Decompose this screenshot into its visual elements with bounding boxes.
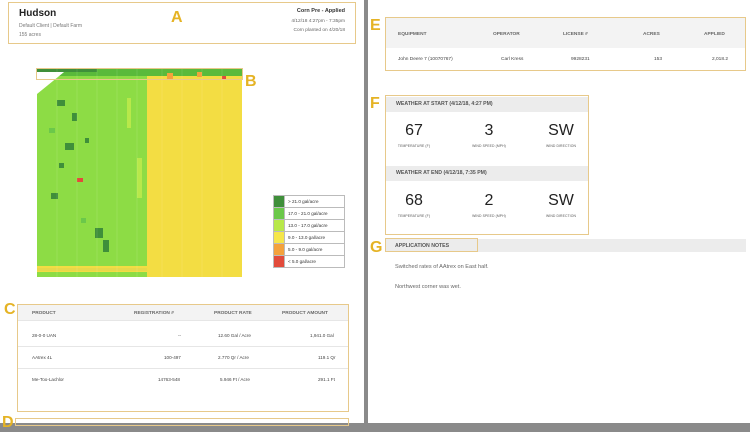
start-wind-direction: SW	[548, 122, 574, 139]
equipment-table: EQUIPMENT OPERATOR LICENSE # ACRES APPLI…	[385, 17, 746, 71]
weather-panel: WEATHER AT START (4/12/18, 4:27 PM) 67 3…	[385, 95, 589, 235]
farm-name: Hudson	[19, 8, 57, 19]
temperature-label: TEMPERATURE (F)	[397, 214, 431, 218]
legend-label: 5.0 - 9.0 gal/acre	[288, 247, 323, 252]
wind-speed-label: WIND SPEED (MPH)	[472, 144, 506, 148]
acres-value: 153	[654, 57, 663, 62]
legend-swatch	[274, 220, 285, 231]
wind-direction-label: WIND DIRECTION	[545, 214, 577, 218]
col-applied: APPLIED	[704, 32, 725, 37]
map-patches	[37, 72, 242, 272]
col-license: LICENSE #	[563, 32, 588, 37]
legend-swatch	[274, 208, 285, 219]
table-row: Me-Too-Lachlor 14763-548 5.946 Ft / Acre…	[18, 369, 348, 391]
product-name: AAtrex 4L	[32, 355, 53, 360]
callout-e: E	[370, 17, 381, 34]
note-line: Switched rates of AAtrex on East half.	[395, 264, 489, 270]
legend-swatch	[274, 256, 285, 267]
rate-legend: > 21.0 gal/acre 17.0 - 21.0 gal/acre 13.…	[273, 195, 345, 268]
operation-datetime: 4/12/18 4:27pm - 7:35pm	[291, 19, 345, 24]
weather-start-title: WEATHER AT START (4/12/18, 4:27 PM)	[386, 97, 588, 112]
product-name: Me-Too-Lachlor	[32, 377, 64, 382]
table-row: AAtrex 4L 100-497 2.770 Qr / Acre 119.1 …	[18, 347, 348, 369]
table-row: 28-0-0 UAN -- 12.60 Gal / Acre 1,941.0 G…	[18, 325, 348, 347]
notes-title-box	[385, 238, 478, 252]
legend-label: > 21.0 gal/acre	[288, 199, 319, 204]
applied-value: 2,018.2	[712, 57, 729, 62]
product-table: PRODUCT REGISTRATION # PRODUCT RATE PROD…	[17, 304, 349, 412]
col-product: PRODUCT	[32, 311, 56, 316]
header-box: Hudson Default Client | Default Farm 155…	[8, 2, 356, 44]
product-rate: 5.946 Ft / Acre	[220, 377, 250, 382]
callout-g: G	[370, 239, 383, 256]
legend-label: 13.0 - 17.0 gal/acre	[288, 223, 328, 228]
start-temperature: 67	[405, 122, 423, 139]
note-line: Northwest corner was wet.	[395, 284, 461, 290]
product-amount: 119.1 Qr	[318, 355, 336, 360]
operation-type: Corn Pre - Applied	[296, 8, 345, 14]
col-acres: ACRES	[643, 32, 660, 37]
legend-row: > 21.0 gal/acre	[273, 195, 345, 208]
legend-swatch	[274, 232, 285, 243]
col-product-amount: PRODUCT AMOUNT	[282, 311, 328, 316]
legend-label: 9.0 - 13.0 gal/acre	[288, 235, 326, 240]
col-operator: OPERATOR	[493, 32, 520, 37]
callout-d: D	[2, 414, 14, 431]
col-equipment: EQUIPMENT	[398, 32, 427, 37]
end-wind-speed: 2	[484, 192, 494, 209]
product-table-header: PRODUCT REGISTRATION # PRODUCT RATE PROD…	[18, 305, 348, 321]
start-wind-speed: 3	[484, 122, 494, 139]
col-registration: REGISTRATION #	[134, 311, 174, 316]
product-rate: 2.770 Qr / Acre	[218, 355, 249, 360]
registration-number: --	[178, 333, 182, 338]
legend-swatch	[274, 196, 285, 207]
end-wind-direction: SW	[548, 192, 574, 209]
callout-b: B	[245, 73, 257, 90]
weather-end-title: WEATHER AT END (4/12/18, 7:35 PM)	[386, 166, 588, 181]
registration-number: 100-497	[164, 355, 181, 360]
product-name: 28-0-0 UAN	[32, 333, 57, 338]
product-amount: 1,941.0 Gal	[310, 333, 334, 338]
temperature-label: TEMPERATURE (F)	[397, 144, 431, 148]
callout-f: F	[370, 95, 380, 112]
wind-speed-label: WIND SPEED (MPH)	[472, 214, 506, 218]
section-d-box	[15, 418, 349, 426]
callout-a: A	[171, 9, 183, 26]
equipment-table-header: EQUIPMENT OPERATOR LICENSE # ACRES APPLI…	[386, 18, 745, 48]
registration-number: 14763-548	[158, 377, 180, 382]
planted-info: Corn planted on 4/20/18	[293, 28, 345, 33]
operator-name: Carl Kress	[501, 57, 524, 62]
end-temperature: 68	[405, 192, 423, 209]
callout-c: C	[4, 301, 16, 318]
client-farm: Default Client | Default Farm	[19, 23, 82, 29]
notes-header-bar	[385, 239, 746, 252]
application-rate-map	[37, 68, 242, 277]
map-highlight-box	[36, 68, 243, 80]
legend-label: < 5.0 gal/acre	[288, 259, 316, 264]
notes-title: APPLICATION NOTES	[395, 243, 450, 249]
product-rate: 12.60 Gal / Acre	[218, 333, 251, 338]
col-product-rate: PRODUCT RATE	[214, 311, 252, 316]
equipment-name: John Deere 7 (10070767)	[398, 57, 453, 62]
field-area: 155 acres	[19, 32, 41, 38]
wind-direction-label: WIND DIRECTION	[545, 144, 577, 148]
legend-row: < 5.0 gal/acre	[273, 255, 345, 268]
legend-label: 17.0 - 21.0 gal/acre	[288, 211, 328, 216]
legend-swatch	[274, 244, 285, 255]
product-amount: 291.1 Ft	[318, 377, 335, 382]
license-number: 9928231	[571, 57, 590, 62]
